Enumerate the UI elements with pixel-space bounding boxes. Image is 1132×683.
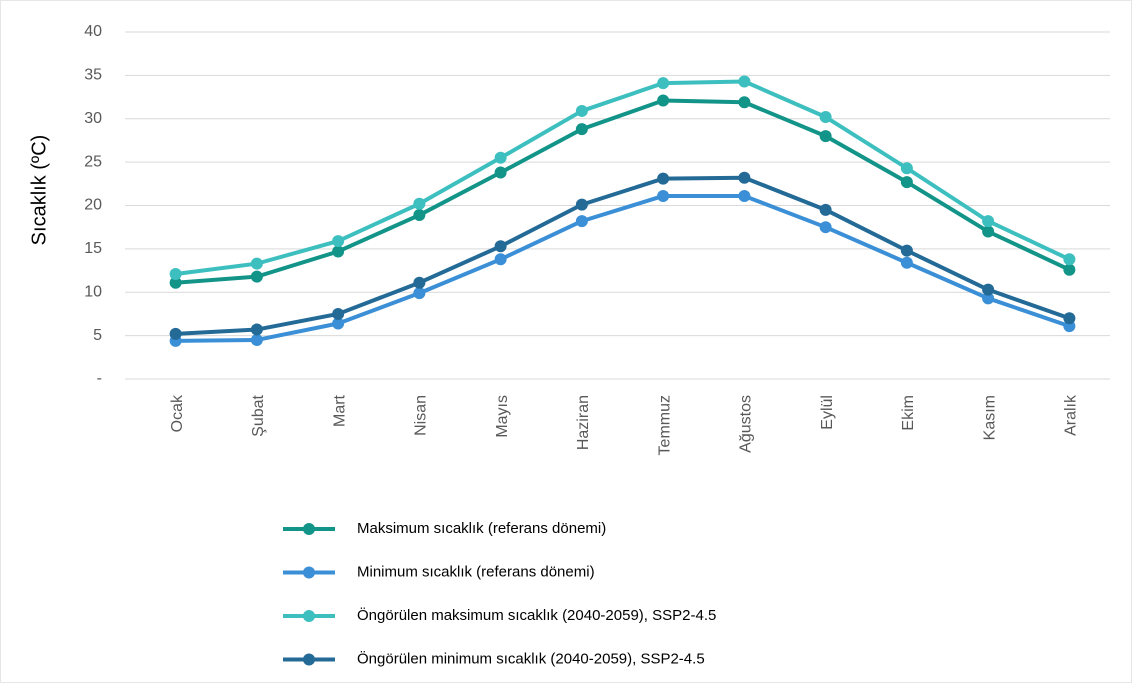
data-point: [332, 317, 345, 330]
data-point: [575, 198, 588, 211]
data-point: [900, 162, 913, 175]
x-tick-label: Aralık: [1063, 394, 1080, 436]
x-tick-label: Mart: [331, 394, 348, 427]
y-axis-label: Sıcaklık (ºC): [28, 135, 50, 246]
legend-label: Minimum sıcaklık (referans dönemi): [357, 563, 595, 580]
y-tick-label: 5: [93, 327, 102, 344]
data-point: [738, 189, 751, 202]
x-tick-label: Haziran: [575, 395, 592, 450]
legend-marker: [303, 523, 315, 535]
y-tick-label: 35: [84, 67, 102, 84]
data-point: [332, 245, 345, 258]
data-point: [250, 257, 263, 270]
x-tick-label: Şubat: [250, 394, 267, 436]
data-point: [169, 327, 182, 340]
data-point: [657, 172, 670, 185]
y-tick-label: 20: [84, 197, 102, 214]
legend-marker: [303, 566, 315, 579]
x-tick-label: Ekim: [900, 395, 917, 431]
data-point: [575, 123, 588, 136]
data-point: [494, 253, 507, 266]
data-point: [819, 111, 832, 124]
x-tick-label: Ağustos: [738, 395, 755, 453]
y-tick-label: 30: [84, 110, 102, 127]
data-point: [1063, 253, 1076, 266]
data-point: [332, 235, 345, 248]
data-point: [819, 221, 832, 234]
data-point: [413, 209, 426, 222]
y-tick-label: 15: [84, 240, 102, 257]
data-point: [169, 268, 182, 281]
legend-label: Öngörülen minimum sıcaklık (2040-2059), …: [357, 649, 705, 667]
data-point: [657, 77, 670, 90]
y-tick-label: 25: [84, 153, 102, 170]
data-point: [657, 189, 670, 202]
data-point: [494, 151, 507, 164]
data-point: [738, 75, 751, 88]
data-point: [900, 244, 913, 257]
data-point: [413, 197, 426, 210]
x-tick-label: Ocak: [169, 394, 186, 432]
data-point: [413, 287, 426, 300]
data-point: [982, 292, 995, 305]
series-line: [175, 79, 1071, 277]
x-tick-label: Mayıs: [494, 395, 511, 438]
series-line: [175, 98, 1071, 285]
x-tick-label: Kasım: [981, 395, 998, 440]
series-line: [175, 193, 1071, 343]
data-point: [1063, 263, 1076, 276]
legend-marker: [303, 653, 315, 666]
x-tick-label: Nisan: [413, 395, 430, 436]
series-line: [175, 175, 1071, 336]
data-point: [982, 215, 995, 228]
y-tick-label: 40: [84, 23, 102, 40]
data-point: [738, 171, 751, 184]
data-point: [169, 276, 182, 289]
y-tick-label: 10: [84, 283, 102, 300]
data-point: [250, 270, 263, 283]
data-point: [819, 130, 832, 143]
data-point: [738, 96, 751, 109]
data-point: [413, 276, 426, 289]
data-point: [494, 240, 507, 253]
y-tick-label: -: [97, 370, 102, 387]
legend-label: Maksimum sıcaklık (referans dönemi): [357, 520, 606, 537]
data-point: [332, 307, 345, 320]
legend-label: Öngörülen maksimum sıcaklık (2040-2059),…: [357, 606, 716, 624]
x-tick-label: Temmuz: [656, 395, 673, 455]
data-point: [575, 104, 588, 117]
data-point: [819, 203, 832, 216]
data-point: [900, 176, 913, 189]
data-point: [494, 166, 507, 179]
data-point: [250, 323, 263, 336]
x-tick-label: Eylül: [819, 395, 836, 430]
data-point: [1063, 312, 1076, 325]
legend-marker: [303, 610, 315, 622]
data-point: [657, 94, 670, 107]
data-point: [982, 283, 995, 296]
data-point: [982, 225, 995, 238]
data-point: [575, 215, 588, 228]
data-point: [250, 333, 263, 346]
data-point: [900, 256, 913, 269]
